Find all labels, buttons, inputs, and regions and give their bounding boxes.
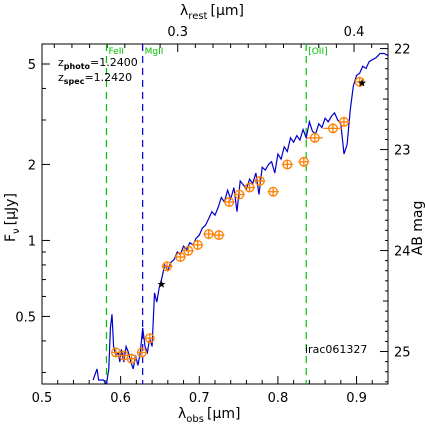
photometry-point xyxy=(254,175,266,186)
x-tick-label: 0.6 xyxy=(110,391,131,406)
y-axis-label: Fν[μJy] xyxy=(3,193,22,242)
y2-axis-label: AB mag xyxy=(410,201,425,256)
photometry-marker xyxy=(254,176,265,186)
star-marker xyxy=(358,78,367,87)
photometry-point xyxy=(203,229,215,240)
photometry-marker xyxy=(213,230,224,241)
photometry-point xyxy=(136,347,147,358)
photometry-marker xyxy=(126,353,137,364)
photometry-point xyxy=(233,189,245,200)
photometry-points xyxy=(110,76,365,364)
y2-tick-label: 22 xyxy=(394,43,411,58)
top-tick-label: 0.4 xyxy=(344,25,365,40)
y-tick-label: 0.5 xyxy=(15,310,36,325)
photometry-point xyxy=(144,333,155,344)
y2-tick-label: 25 xyxy=(394,346,411,361)
photometry-marker xyxy=(175,252,186,262)
sed-model-line xyxy=(92,52,388,384)
x-tick-label: 0.5 xyxy=(32,391,53,406)
x-tick-label: 0.7 xyxy=(189,391,210,406)
photometry-point xyxy=(223,197,235,208)
photometry-point xyxy=(338,116,350,127)
photometry-point xyxy=(213,230,225,241)
photometry-marker xyxy=(234,189,245,200)
photometry-marker xyxy=(328,123,338,134)
sed-model xyxy=(92,52,388,384)
z-photo-annotation: zphoto=1.2400 xyxy=(58,56,138,71)
y-tick-label: 1 xyxy=(28,234,36,249)
y-tick-label: 5 xyxy=(28,58,36,73)
emission-line-label: MgII xyxy=(145,47,164,57)
photometry-point xyxy=(174,251,186,262)
photometry-point xyxy=(126,353,137,364)
photometry-point xyxy=(298,156,310,167)
emission-line-labels: FeII MgII [OII] xyxy=(108,47,327,57)
photometry-marker xyxy=(339,116,349,127)
top-tick-label: 0.3 xyxy=(167,25,188,40)
photometry-point xyxy=(323,123,343,134)
y-tick-label: 2 xyxy=(28,158,36,173)
photometry-marker xyxy=(183,245,194,256)
photometry-marker xyxy=(192,239,203,250)
star-marker xyxy=(157,280,166,288)
photometry-point xyxy=(182,245,194,256)
photometry-marker xyxy=(136,347,147,358)
photometry-point xyxy=(161,261,173,272)
photometry-point xyxy=(281,159,293,170)
photometry-point xyxy=(307,132,323,143)
photometry-marker xyxy=(282,159,293,170)
photometry-point xyxy=(110,347,121,358)
emission-lines xyxy=(105,44,307,384)
photometry-marker xyxy=(298,156,309,167)
photometry-marker xyxy=(244,182,255,193)
x-tick-label: 0.8 xyxy=(268,391,289,406)
object-id-label: irac061327 xyxy=(305,343,367,356)
x-axis-label: λobs [μm] xyxy=(178,406,240,425)
photometry-marker xyxy=(144,333,155,344)
photometry-marker xyxy=(162,261,172,272)
axis-ticks xyxy=(41,44,389,384)
photometry-marker xyxy=(268,186,279,197)
photometry-marker xyxy=(224,197,235,207)
z-spec-annotation: zspec=1.2420 xyxy=(58,71,132,86)
x-tick-label: 0.9 xyxy=(346,391,367,406)
emission-line-label: [OII] xyxy=(308,47,327,57)
photometry-point xyxy=(192,239,204,250)
photometry-marker xyxy=(203,229,214,240)
photometry-point xyxy=(267,186,279,197)
top-axis-label: λrest [μm] xyxy=(180,3,244,22)
y2-tick-label: 23 xyxy=(394,144,411,159)
emission-line-label: FeII xyxy=(108,47,124,57)
star-markers xyxy=(157,78,367,288)
photometry-marker xyxy=(309,132,320,143)
y2-tick-label: 24 xyxy=(394,245,411,260)
photometry-point xyxy=(244,182,256,193)
